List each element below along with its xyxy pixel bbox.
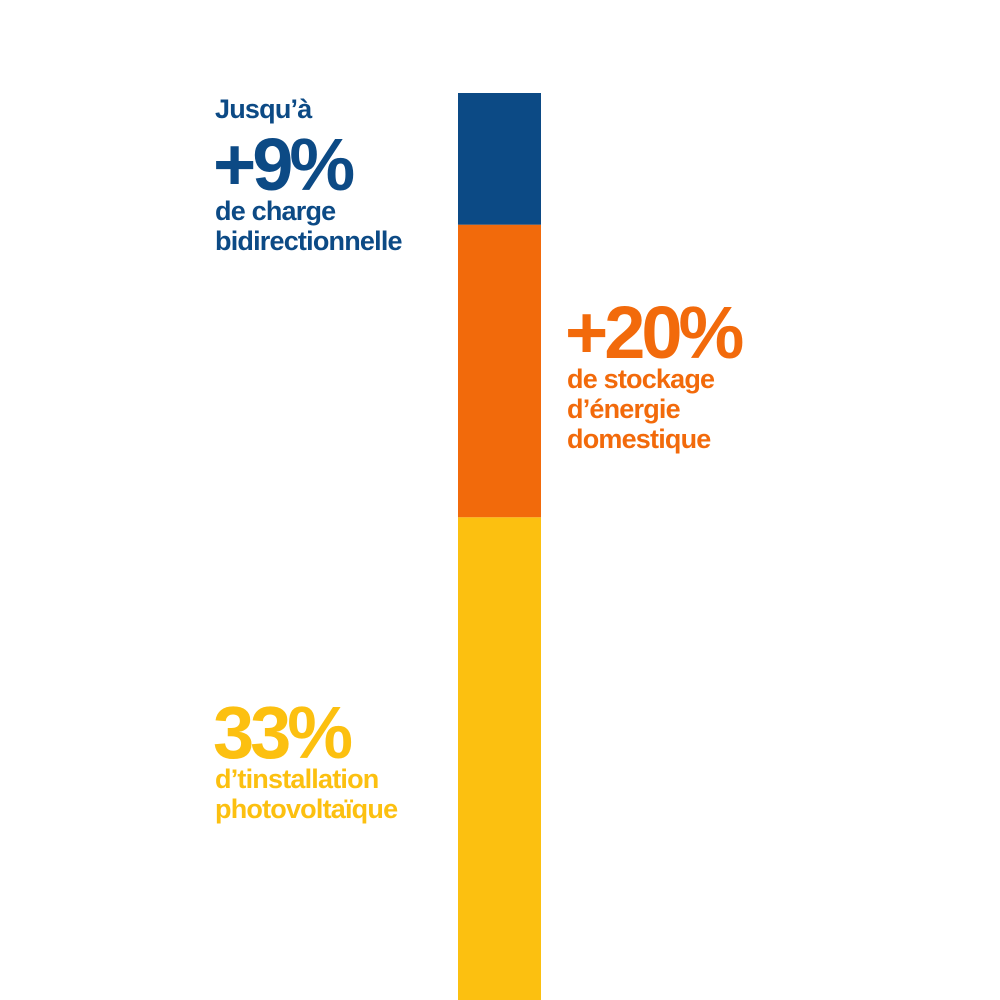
label-description: d’énergie: [567, 394, 681, 424]
label-prefix: Jusqu’à: [215, 94, 313, 124]
bar-segment: [458, 224, 541, 518]
bar-segment: [458, 93, 541, 225]
value-label: +20%: [565, 291, 743, 374]
label-description: d’tinstallation: [215, 764, 379, 794]
value-label: +9%: [213, 123, 353, 206]
value-label: 33%: [213, 691, 351, 774]
label-description: photovoltaïque: [215, 794, 398, 824]
label-description: bidirectionnelle: [215, 226, 403, 256]
bar-segment: [458, 517, 541, 1000]
label-description: de stockage: [567, 364, 715, 394]
label-description: de charge: [215, 196, 336, 226]
label-description: domestique: [567, 424, 711, 454]
